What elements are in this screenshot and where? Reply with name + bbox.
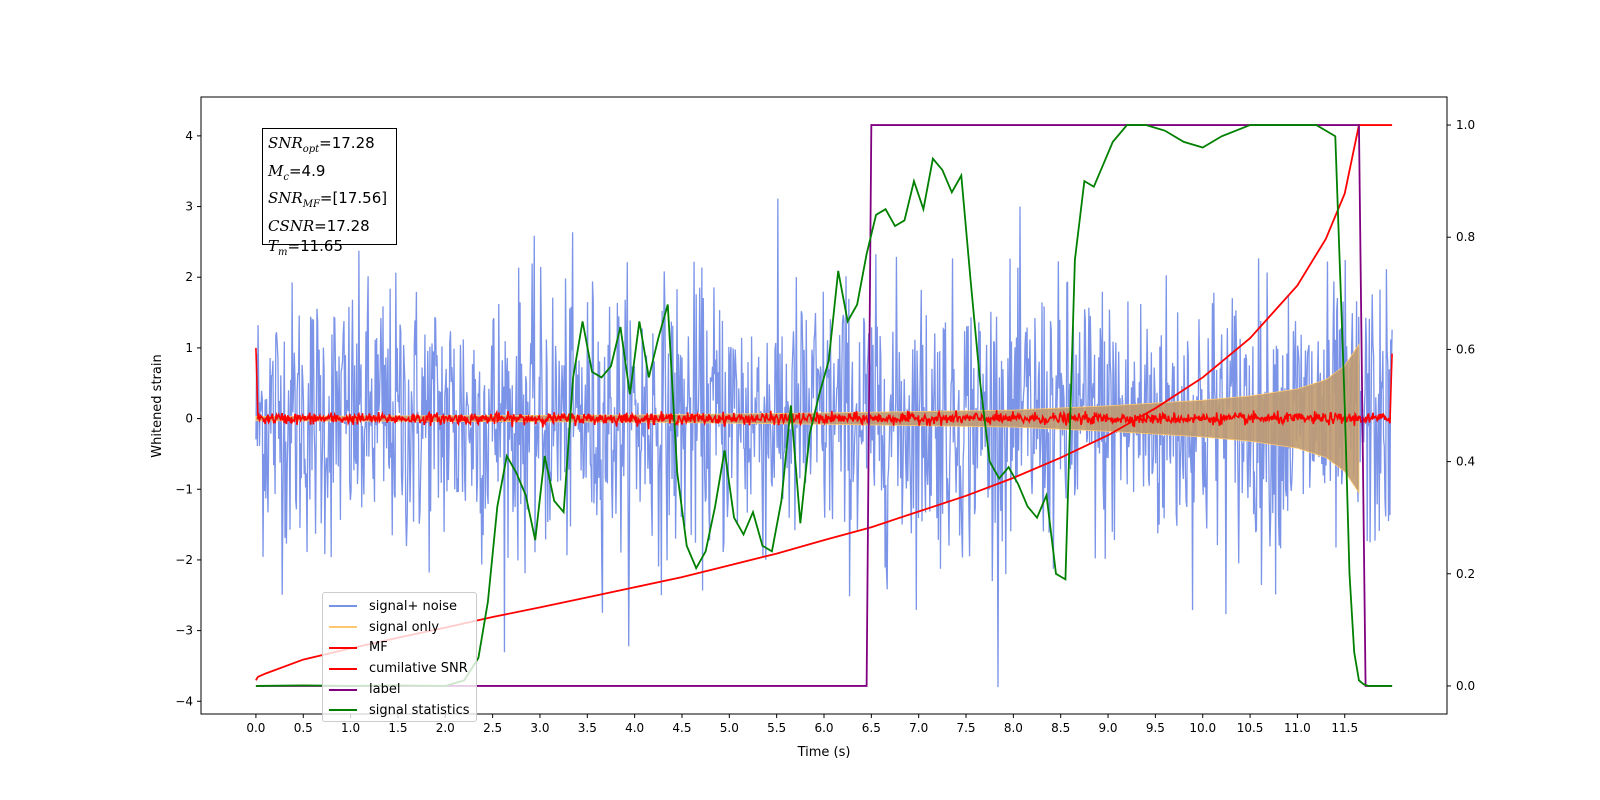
y-axis-label: Whitened strain [150,354,165,457]
x-tick-label: 2.5 [483,721,502,735]
x-tick-label: 7.5 [956,721,975,735]
snr-mf-row: SNRMF=[17.56] [268,189,388,210]
x-tick-label: 11.5 [1331,721,1358,735]
y2-axis: 0.0 0.2 0.4 0.6 0.8 1.0 [1447,118,1475,693]
x-axis: 0.0 0.5 1.0 1.5 2.0 2.5 3.0 3.5 4.0 4.5 5.0 5.5 6.0 6… [246,714,1358,735]
x-tick-label: 8.0 [1004,721,1023,735]
y2-tick-label: 0.0 [1456,679,1475,693]
csnr-value: =17.28 [314,216,370,235]
legend-label: label [369,682,401,698]
y-tick-label: −4 [175,694,193,708]
x-tick-label: 1.5 [388,721,407,735]
legend-swatch [329,626,357,629]
legend-label: MF [369,640,388,656]
legend-swatch [329,646,357,649]
x-tick-label: 2.0 [436,721,455,735]
x-tick-label: 10.5 [1237,721,1264,735]
x-tick-label: 5.5 [767,721,786,735]
legend-label: signal only [369,619,440,635]
mc-row: Mc=4.9 [268,161,326,183]
legend-item: label [329,679,470,700]
x-tick-label: 7.0 [909,721,928,735]
x-tick-label: 10.0 [1189,721,1216,735]
y2-tick-label: 0.2 [1456,567,1475,581]
x-tick-label: 3.0 [530,721,549,735]
y-tick-label: 3 [185,200,193,214]
legend-swatch [329,667,357,670]
snr-mf-value: =[17.56] [319,189,388,207]
y-tick-label: −2 [175,553,193,567]
tm-row: Tm=11.65 [268,237,344,258]
legend-item: signal statistics [329,700,470,721]
legend-item: signal only [329,617,470,638]
x-tick-label: 9.5 [1146,721,1165,735]
legend-item: MF [329,638,470,659]
y-tick-label: 1 [185,341,193,355]
legend-item: signal+ noise [329,596,470,617]
legend-swatch [329,709,357,712]
legend-label: signal statistics [369,702,470,718]
x-tick-label: 9.0 [1098,721,1117,735]
series-line-mf [255,347,1393,430]
x-tick-label: 1.0 [341,721,360,735]
x-tick-label: 0.5 [294,721,313,735]
legend-label: signal+ noise [369,598,458,614]
series-line-signal-noise [255,198,1393,688]
x-tick-label: 3.5 [578,721,597,735]
snr-opt-row: SNRopt=17.28 [268,134,375,155]
y-tick-label: 4 [185,129,193,143]
y2-tick-label: 0.6 [1456,342,1475,356]
tm-value: =11.65 [287,237,344,255]
legend-swatch [329,688,357,691]
y2-tick-label: 0.4 [1456,455,1475,469]
y-tick-label: −1 [175,482,193,496]
y-tick-label: 2 [185,270,193,284]
legend: signal+ noise signal only MF cumilative … [322,592,477,722]
x-tick-label: 0.0 [246,721,265,735]
mc-value: =4.9 [288,161,326,180]
x-tick-label: 8.5 [1051,721,1070,735]
plot-area [255,124,1393,688]
y-tick-label: 0 [185,412,193,426]
x-tick-label: 4.5 [672,721,691,735]
legend-swatch [329,605,357,608]
x-axis-label: Time (s) [797,745,851,760]
series-line-signal-statistics [255,124,1393,687]
x-tick-label: 6.0 [814,721,833,735]
csnr-row: CSNR=17.28 [268,216,370,235]
x-tick-label: 6.5 [862,721,881,735]
x-tick-label: 5.0 [720,721,739,735]
parameter-annotation-box: SNRopt=17.28 Mc=4.9 SNRMF=[17.56] CSNR=1… [262,128,397,258]
x-tick-label: 4.0 [625,721,644,735]
x-tick-label: 11.0 [1284,721,1311,735]
snr-opt-value: =17.28 [319,134,375,152]
legend-item: cumilative SNR [329,658,470,679]
y2-tick-label: 1.0 [1456,118,1475,132]
legend-label: cumilative SNR [369,661,468,677]
y-axis: −4 −3 −2 −1 0 1 2 3 4 [175,129,201,708]
y2-tick-label: 0.8 [1456,230,1475,244]
y-tick-label: −3 [175,624,193,638]
